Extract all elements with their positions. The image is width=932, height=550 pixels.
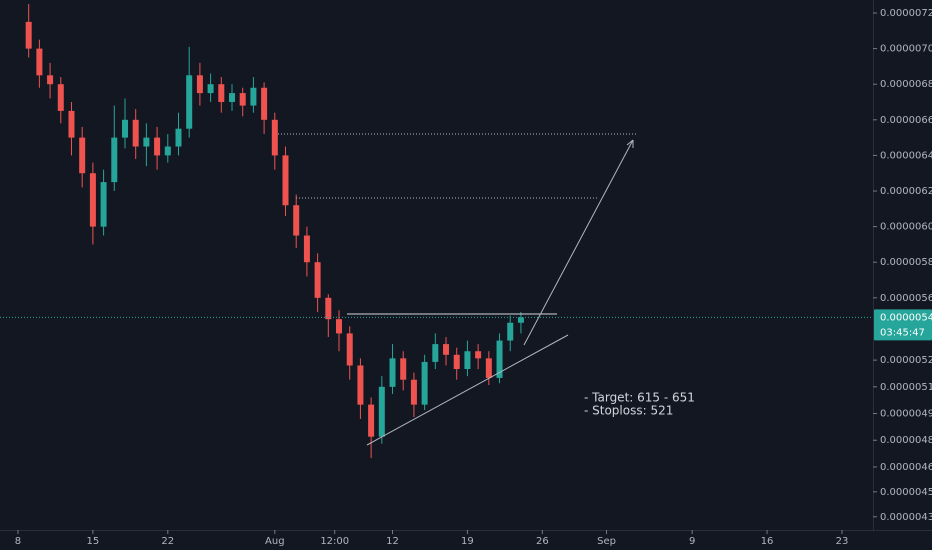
y-tick-label: 0.00000451 [880, 487, 932, 498]
candle-body [79, 137, 86, 174]
candle-body [47, 75, 54, 85]
x-tick-label: 16 [761, 536, 774, 547]
candle-body [218, 84, 225, 103]
x-tick-label: 23 [836, 536, 849, 547]
x-tick-label: 12 [386, 536, 399, 547]
candle-body [496, 340, 503, 378]
candle-body [186, 75, 193, 129]
candle-body [453, 354, 460, 370]
candle-body [475, 351, 482, 359]
candle-body [507, 322, 514, 341]
trend-line [366, 334, 569, 446]
candle-body [207, 84, 214, 94]
candle-body [154, 137, 161, 156]
candle-body [239, 93, 246, 106]
drawings [278, 133, 637, 446]
candle-body [485, 358, 492, 378]
annotation: - Stoploss: 521 [584, 404, 673, 418]
candle-body [36, 48, 43, 76]
candle-body [68, 110, 75, 138]
candle-body [410, 379, 417, 405]
candle-body [25, 21, 32, 49]
candle-body [517, 317, 524, 323]
x-tick-label: 9 [689, 536, 695, 547]
y-tick-label: 0.00000437 [880, 512, 932, 523]
candle-body [303, 235, 310, 263]
candle-body [336, 319, 343, 334]
candle-body [143, 137, 150, 147]
candle-body [432, 344, 439, 362]
candle-body [293, 205, 300, 236]
candle-body [389, 358, 396, 387]
candle-body [271, 119, 278, 156]
x-tick-label: Aug [265, 536, 285, 547]
candle-body [368, 404, 375, 437]
price-tag [874, 309, 932, 341]
candle-body [196, 75, 203, 94]
y-tick-label: 0.00000465 [880, 462, 932, 473]
x-tick-label: 19 [461, 536, 474, 547]
x-tick-label: 26 [536, 536, 549, 547]
x-tick-label: Sep [597, 536, 616, 547]
candle-body [89, 173, 96, 227]
candle-body [325, 297, 332, 320]
candle-body [400, 358, 407, 380]
annotation: - Target: 615 - 651 [584, 391, 695, 405]
projection-arrow [523, 139, 634, 346]
candle-body [314, 262, 321, 298]
y-tick-label: 0.00000525 [880, 355, 932, 366]
candle-body [57, 84, 64, 111]
x-tick-label: 12:00 [320, 536, 349, 547]
candle-body [421, 361, 428, 405]
x-tick-label: 22 [161, 536, 174, 547]
x-tick-label: 15 [87, 536, 100, 547]
arrow-head [626, 139, 634, 148]
candle-body [111, 137, 118, 183]
candle-body [346, 333, 353, 366]
candle-body [175, 128, 182, 147]
candle-body [250, 87, 257, 106]
candle-body [357, 365, 364, 405]
candle-body [378, 386, 385, 437]
countdown: 03:45:47 [880, 327, 925, 338]
y-tick-label: 0.00000495 [880, 409, 932, 420]
candle-body [229, 93, 236, 103]
candle-body [464, 351, 471, 370]
candle-body [443, 344, 450, 355]
candle-body [164, 146, 171, 156]
candle-body [121, 119, 128, 138]
price-tag-label: 0.00000549 [880, 312, 932, 323]
candle-body [261, 87, 268, 120]
candle-body [282, 155, 289, 206]
candle-body [100, 182, 107, 227]
x-tick-label: 8 [15, 536, 21, 547]
candle-body [132, 119, 139, 147]
